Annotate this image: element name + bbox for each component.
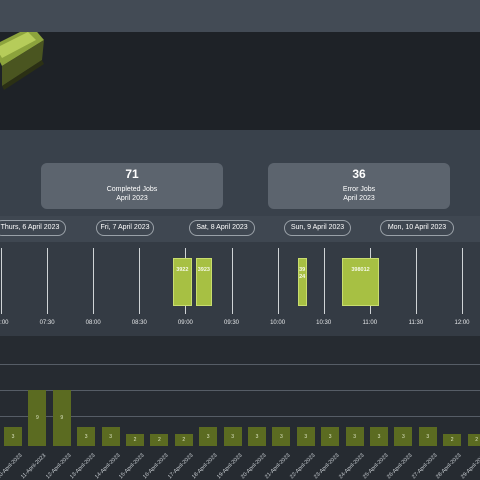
day-bar-value: 3 — [255, 433, 259, 440]
date-pill-fri-7-april[interactable]: Fri, 7 April 2023 — [96, 220, 154, 236]
timeline-time-label: 12:00 — [454, 320, 470, 326]
day-bar[interactable]: 3 — [321, 427, 340, 446]
hero-banner — [0, 32, 480, 130]
day-bar[interactable]: 3 — [370, 427, 388, 446]
day-bar-value: 2 — [133, 436, 137, 443]
day-bar[interactable]: 2 — [467, 433, 480, 446]
timeline-time-label: 08:30 — [131, 320, 147, 326]
daily-jobs-chart: 3 10-April-2023 9 11-April-2023 9 12-April-20… — [0, 336, 480, 480]
job-block[interactable]: 3922 — [173, 258, 192, 306]
day-bar[interactable]: 3 — [248, 427, 266, 446]
error-jobs-month: April 2023 — [343, 195, 375, 202]
timeline-time-label: 09:00 — [177, 320, 193, 326]
day-bar-value: 3 — [402, 433, 405, 440]
day-bar-label: 26-April-2023 — [386, 452, 414, 480]
error-jobs-count: 36 — [352, 167, 366, 181]
day-bar[interactable]: 3 — [345, 427, 364, 446]
day-bar-value: 3 — [280, 433, 283, 440]
summary-panel: 71 Completed Jobs April 2023 36 Error Jo… — [0, 130, 480, 216]
day-bar[interactable]: 3 — [77, 427, 96, 446]
day-bar-value: 3 — [353, 433, 356, 440]
timeline-gridline — [1, 248, 2, 314]
day-bar-value: 3 — [84, 433, 88, 440]
timeline-time-label: 11:30 — [408, 320, 424, 326]
day-bar[interactable]: 3 — [394, 427, 413, 446]
timeline-time-label: 10:00 — [270, 320, 286, 326]
day-bar[interactable]: 3 — [223, 427, 242, 446]
timeline-gridline — [139, 248, 141, 314]
day-bar-label: 23-April-2023 — [313, 452, 341, 480]
day-bar-label: 16-April-2023 — [142, 452, 170, 480]
timeline-gridline — [231, 248, 233, 314]
day-bar-value: 9 — [60, 415, 64, 422]
day-bar[interactable]: 3 — [101, 427, 120, 446]
error-jobs-label: Error Jobs — [342, 186, 376, 193]
day-bar-value: 3 — [109, 433, 112, 440]
completed-jobs-card: 71 Completed Jobs April 2023 — [41, 163, 223, 209]
day-bar-value: 2 — [450, 436, 454, 443]
date-pill-sun-9-april[interactable]: Sun, 9 April 2023 — [284, 220, 351, 236]
job-block[interactable]: 398012 — [342, 258, 379, 306]
day-bar-value: 3 — [426, 433, 430, 440]
timeline-time-label: 08:00 — [85, 320, 101, 326]
day-bar[interactable]: 9 — [28, 390, 47, 446]
day-bar-value: 2 — [158, 436, 161, 443]
timeline-time-label: 10:30 — [316, 320, 332, 326]
day-bar[interactable]: 3 — [272, 427, 291, 446]
date-pill-sat-8-april[interactable]: Sat, 8 April 2023 — [189, 220, 255, 236]
day-bar[interactable]: 2 — [174, 433, 193, 446]
chart-gridline — [0, 416, 480, 417]
day-bar-label: 28-April-2023 — [435, 452, 463, 480]
day-bar[interactable]: 3 — [199, 427, 218, 446]
completed-jobs-label: Completed Jobs — [106, 186, 158, 193]
day-bar-value: 3 — [206, 433, 210, 440]
day-bar-value: 3 — [328, 433, 332, 440]
day-bar-value: 2 — [182, 436, 186, 443]
timeline-gridline — [462, 248, 463, 314]
day-bar[interactable]: 9 — [52, 390, 71, 446]
day-bar[interactable]: 3 — [418, 427, 437, 446]
job-block[interactable]: 3923 — [196, 258, 212, 306]
timeline-gridline — [415, 248, 417, 314]
chart-gridline — [0, 390, 480, 391]
day-bar-value: 3 — [11, 433, 15, 440]
date-pill-thu-6-april[interactable]: Thurs, 6 April 2023 — [0, 220, 66, 236]
day-bar[interactable]: 2 — [443, 433, 462, 446]
day-bar-value: 2 — [475, 436, 478, 443]
day-bar-value: 3 — [231, 433, 234, 440]
day-bar-value: 3 — [304, 433, 308, 440]
error-jobs-card: 36 Error Jobs April 2023 — [268, 163, 450, 209]
day-bar[interactable]: 2 — [126, 433, 144, 446]
day-bar[interactable]: 2 — [150, 433, 169, 446]
completed-jobs-month: April 2023 — [116, 195, 148, 202]
date-filter-row: Thurs, 6 April 2023 Fri, 7 April 2023 Sa… — [0, 216, 480, 242]
date-pill-mon-10-april[interactable]: Mon, 10 April 2023 — [380, 220, 454, 236]
day-bar-label: 21-April-2023 — [264, 452, 292, 480]
day-bar[interactable]: 3 — [4, 427, 22, 446]
day-bar-value: 9 — [36, 415, 39, 422]
day-bar-label: 11-April-2023 — [20, 452, 48, 480]
completed-jobs-count: 71 — [125, 167, 139, 181]
day-bar-label: 13-April-2023 — [69, 452, 97, 480]
timeline-gridline — [93, 248, 95, 314]
day-bar[interactable]: 3 — [296, 427, 315, 446]
top-bar — [0, 0, 480, 32]
chart-gridline — [0, 364, 480, 365]
timeline-gridline — [323, 248, 325, 314]
timeline-time-label: 11:00 — [362, 320, 378, 326]
job-timeline: 07:00 07:30 08:00 08:30 09:00 09:30 10:00 10:30… — [0, 242, 480, 336]
timeline-time-label: 09:30 — [223, 320, 239, 326]
printer-image — [0, 32, 44, 90]
job-block[interactable]: 3924 — [297, 258, 307, 306]
timeline-gridline — [277, 248, 279, 314]
timeline-time-label: 07:00 — [0, 320, 9, 326]
timeline-gridline — [47, 248, 49, 314]
day-bar-value: 3 — [377, 433, 381, 440]
day-bar-label: 18-April-2023 — [191, 452, 219, 480]
timeline-time-label: 07:30 — [39, 320, 55, 326]
